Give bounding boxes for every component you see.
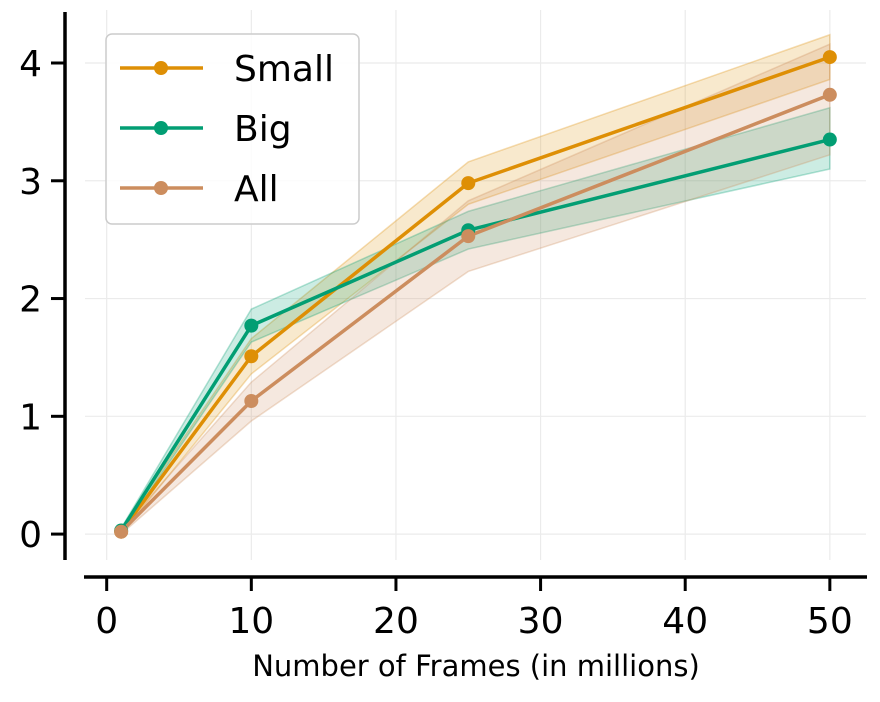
legend-box (105, 33, 360, 225)
series-points (114, 50, 837, 539)
x-tick-label: 30 (518, 601, 564, 642)
series-line-all (119, 93, 831, 533)
band-small (120, 33, 831, 537)
y-tick-label: 3 (19, 162, 42, 203)
data-point-big (244, 318, 259, 333)
legend-label-small: Small (234, 49, 334, 90)
y-tick-label: 0 (19, 515, 42, 556)
band-all (120, 43, 831, 536)
data-point-big (822, 132, 837, 147)
x-tick-label: 50 (807, 601, 853, 642)
data-point-small (461, 176, 476, 191)
y-tick-label: 1 (19, 397, 42, 438)
legend-marker-big (154, 121, 168, 135)
y-tick-label: 2 (19, 280, 42, 321)
legend-label-all: All (234, 169, 279, 210)
x-tick-label: 40 (662, 601, 708, 642)
series-line-small (119, 55, 831, 533)
data-point-all (244, 394, 259, 409)
data-point-small (244, 349, 259, 364)
series-line-big (119, 137, 831, 532)
x-tick-label: 10 (228, 601, 274, 642)
data-point-all (461, 229, 476, 244)
data-point-all (822, 87, 837, 102)
data-point-all (114, 524, 129, 539)
legend-marker-all (154, 181, 168, 195)
y-tick-label: 4 (19, 44, 42, 85)
legend-label-big: Big (234, 109, 292, 150)
legend: Small Big All (105, 33, 360, 225)
x-tick-label: 20 (373, 601, 419, 642)
data-point-small (822, 50, 837, 65)
x-axis-label: Number of Frames (in millions) (252, 649, 700, 683)
legend-marker-small (154, 61, 168, 75)
x-tick-label: 0 (95, 601, 118, 642)
series-lines (119, 55, 831, 533)
